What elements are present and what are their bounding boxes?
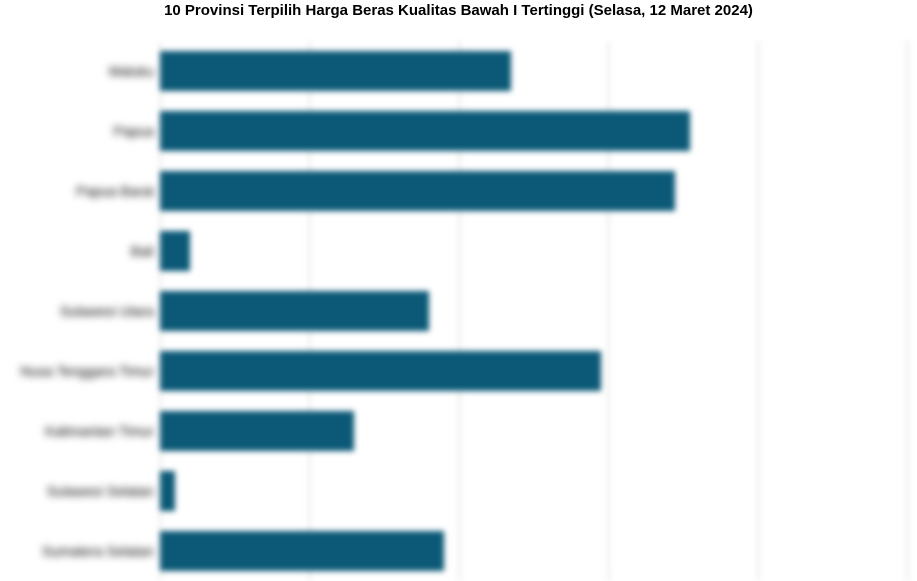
bar-row: Bali [160, 221, 907, 281]
bar-label: Sulawesi Selatan [47, 483, 160, 499]
grid-line [907, 41, 908, 581]
bar-label: Sumatera Selatan [42, 543, 160, 559]
bar [160, 171, 675, 211]
bar [160, 291, 429, 331]
bar-label: Maluku [109, 63, 160, 79]
bar-label: Nusa Tenggara Timur [20, 363, 160, 379]
chart-plot-area: Maluku Papua Papua Barat Bali Sulawesi U… [160, 41, 907, 581]
bar [160, 111, 690, 151]
bar-row: Papua [160, 101, 907, 161]
bar-label: Papua [114, 123, 160, 139]
bar [160, 231, 190, 271]
bar-row: Maluku [160, 41, 907, 101]
bars-container: Maluku Papua Papua Barat Bali Sulawesi U… [160, 41, 907, 581]
bar [160, 351, 601, 391]
bar-row: Kalimantan Timur [160, 401, 907, 461]
bar [160, 531, 444, 571]
bar-row: Sulawesi Utara [160, 281, 907, 341]
bar-label: Sulawesi Utara [60, 303, 160, 319]
bar-label: Kalimantan Timur [45, 423, 160, 439]
bar-row: Nusa Tenggara Timur [160, 341, 907, 401]
chart-title: 10 Provinsi Terpilih Harga Beras Kualita… [0, 0, 917, 41]
bar [160, 471, 175, 511]
bar-row: Sumatera Selatan [160, 521, 907, 581]
bar-row: Sulawesi Selatan [160, 461, 907, 521]
bar-row: Papua Barat [160, 161, 907, 221]
bar-label: Bali [131, 243, 160, 259]
bar [160, 51, 511, 91]
bar [160, 411, 354, 451]
bar-label: Papua Barat [76, 183, 160, 199]
